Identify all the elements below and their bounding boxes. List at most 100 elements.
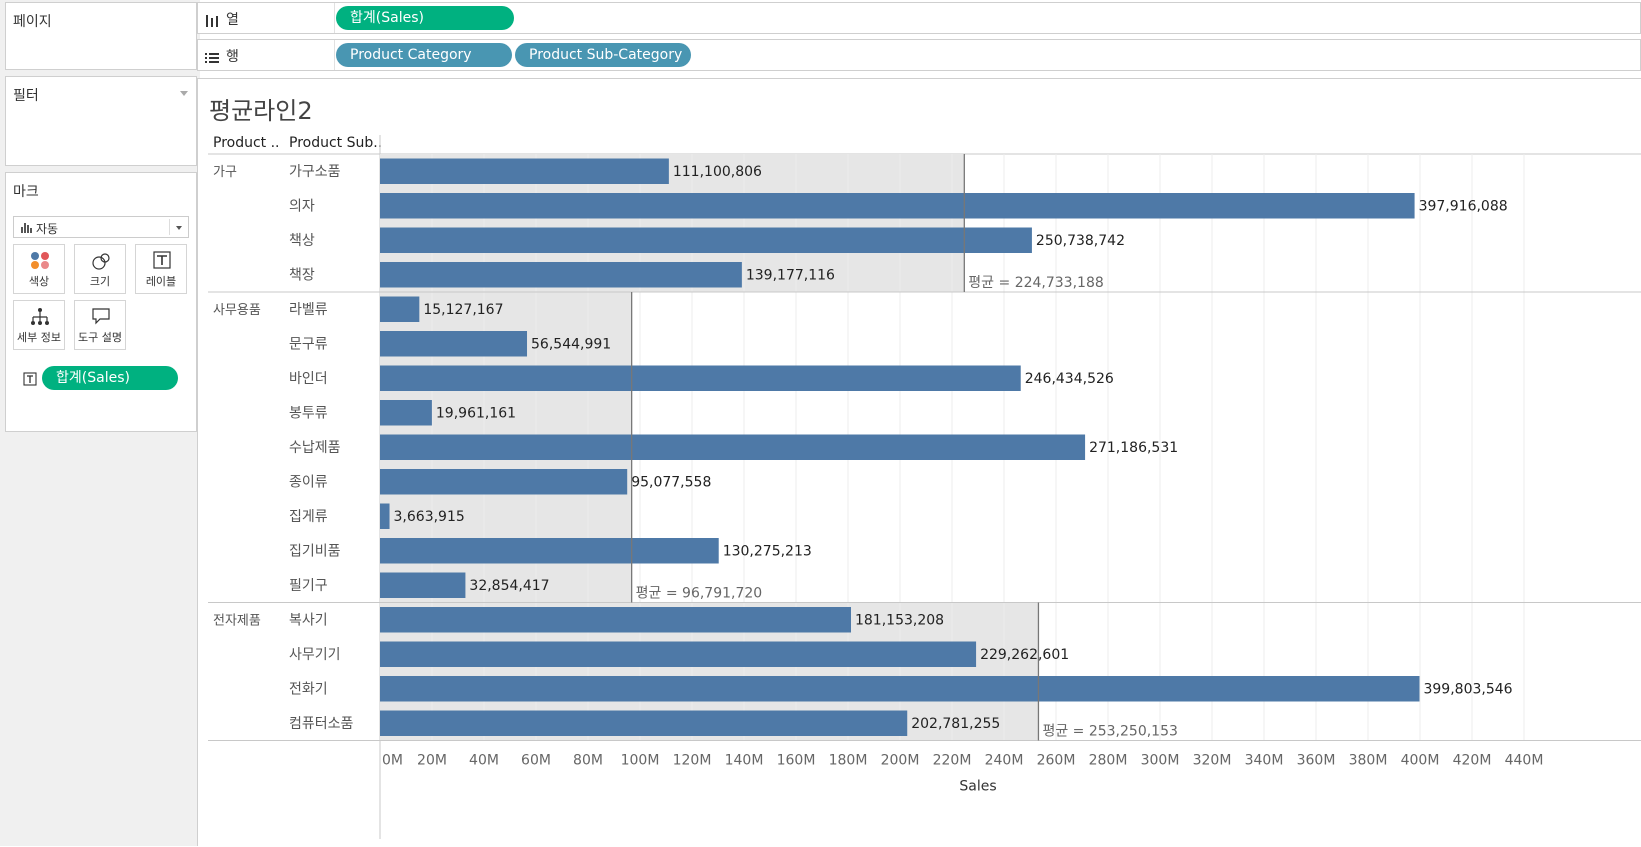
x-tick-label: 260M bbox=[1037, 753, 1076, 769]
color-button[interactable]: 색상 bbox=[13, 244, 65, 294]
header-product-category[interactable]: Product .. bbox=[213, 135, 280, 151]
bar-value-label: 246,434,526 bbox=[1025, 371, 1114, 387]
tooltip-label: 도구 설명 bbox=[78, 331, 122, 344]
left-panel: 페이지 필터 마크 자동 색상 크기 bbox=[0, 0, 200, 846]
filters-card[interactable]: 필터 bbox=[5, 76, 197, 166]
bar[interactable] bbox=[380, 365, 1021, 392]
size-button[interactable]: 크기 bbox=[74, 244, 126, 294]
bar[interactable] bbox=[380, 607, 851, 633]
x-tick-label: 280M bbox=[1089, 753, 1128, 769]
bar[interactable] bbox=[380, 710, 908, 737]
bar[interactable] bbox=[380, 434, 1086, 461]
text-mark-icon bbox=[23, 371, 37, 390]
bar[interactable] bbox=[380, 400, 432, 426]
columns-label: 열 bbox=[226, 12, 239, 28]
rows-pill-subcategory-label: Product Sub-Category bbox=[529, 47, 683, 63]
bar[interactable] bbox=[380, 262, 742, 288]
bar-value-label: 229,262,601 bbox=[980, 647, 1069, 663]
header-product-subcategory[interactable]: Product Sub.. bbox=[289, 135, 383, 151]
viz-title: 평균라인2 bbox=[209, 97, 313, 125]
bar[interactable] bbox=[380, 503, 390, 530]
bar-value-label: 250,738,742 bbox=[1036, 233, 1125, 249]
mark-type-label: 자동 bbox=[36, 222, 59, 236]
rows-shelf-label: 행 bbox=[198, 40, 335, 70]
rows-pill-subcategory[interactable]: Product Sub-Category bbox=[515, 43, 691, 67]
bar[interactable] bbox=[380, 296, 420, 323]
x-tick-label: 160M bbox=[777, 753, 816, 769]
marks-field-pill[interactable]: 합계(Sales) bbox=[42, 366, 178, 390]
detail-button[interactable]: 세부 정보 bbox=[13, 300, 65, 350]
subcategory-label: 책상 bbox=[289, 233, 315, 249]
label-button[interactable]: 레이블 bbox=[135, 244, 187, 294]
color-label: 색상 bbox=[28, 275, 50, 288]
x-tick-label: 300M bbox=[1141, 753, 1180, 769]
label-label: 레이블 bbox=[145, 275, 177, 288]
subcategory-label: 필기구 bbox=[289, 578, 328, 594]
x-tick-label: 140M bbox=[725, 753, 764, 769]
bar[interactable] bbox=[380, 331, 528, 357]
x-tick-label: 340M bbox=[1245, 753, 1284, 769]
size-label: 크기 bbox=[89, 275, 111, 288]
x-tick-label: 0M bbox=[382, 753, 403, 769]
columns-icon bbox=[205, 12, 219, 31]
subcategory-label: 문구류 bbox=[289, 337, 328, 353]
x-tick-label: 100M bbox=[621, 753, 660, 769]
subcategory-label: 봉투류 bbox=[289, 406, 328, 422]
x-tick-label: 180M bbox=[829, 753, 868, 769]
bar[interactable] bbox=[380, 641, 977, 668]
average-label: 평균 = 96,791,720 bbox=[636, 586, 763, 602]
columns-shelf[interactable]: 열 합계(Sales) bbox=[197, 2, 1641, 34]
rows-pill-category-label: Product Category bbox=[350, 47, 472, 63]
rows-shelf[interactable]: 행 Product Category Product Sub-Category bbox=[197, 39, 1641, 71]
rows-pill-category[interactable]: Product Category bbox=[336, 43, 512, 67]
marks-card: 마크 자동 색상 크기 레이블 bbox=[5, 172, 197, 432]
rows-icon bbox=[205, 49, 219, 68]
bar[interactable] bbox=[380, 193, 1415, 219]
x-tick-label: 360M bbox=[1297, 753, 1336, 769]
x-tick-label: 20M bbox=[417, 753, 447, 769]
columns-pill-sales[interactable]: 합계(Sales) bbox=[336, 6, 514, 30]
bar-value-label: 19,961,161 bbox=[436, 406, 516, 422]
bar-value-label: 95,077,558 bbox=[631, 475, 711, 491]
x-tick-label: 320M bbox=[1193, 753, 1232, 769]
x-tick-label: 120M bbox=[673, 753, 712, 769]
subcategory-label: 종이류 bbox=[289, 475, 328, 491]
x-tick-label: 420M bbox=[1453, 753, 1492, 769]
tooltip-button[interactable]: 도구 설명 bbox=[74, 300, 126, 350]
chevron-down-icon bbox=[176, 226, 182, 230]
bar[interactable] bbox=[380, 227, 1032, 254]
bar[interactable] bbox=[380, 538, 719, 564]
subcategory-label: 수납제품 bbox=[289, 440, 341, 456]
columns-shelf-label: 열 bbox=[198, 3, 335, 33]
subcategory-label: 전화기 bbox=[289, 682, 328, 698]
pages-title: 페이지 bbox=[13, 14, 52, 30]
bar-value-label: 271,186,531 bbox=[1089, 440, 1178, 456]
x-tick-label: 60M bbox=[521, 753, 551, 769]
category-label: 가구 bbox=[213, 165, 237, 180]
detail-icon bbox=[14, 307, 64, 327]
bar-value-label: 139,177,116 bbox=[746, 268, 835, 284]
detail-label: 세부 정보 bbox=[17, 331, 61, 344]
filters-title: 필터 bbox=[13, 88, 39, 104]
bar-value-label: 111,100,806 bbox=[673, 164, 762, 180]
average-label: 평균 = 224,733,188 bbox=[968, 275, 1103, 291]
bar-value-label: 15,127,167 bbox=[423, 302, 503, 318]
viz-area: 평균라인2 Product .. Product Sub.. 가구 가구소품 111… bbox=[197, 78, 1641, 846]
subcategory-label: 집기비품 bbox=[289, 544, 341, 560]
bar[interactable] bbox=[380, 572, 466, 599]
bar[interactable] bbox=[380, 158, 669, 185]
marks-title: 마크 bbox=[13, 184, 39, 200]
x-tick-label: 240M bbox=[985, 753, 1024, 769]
bar-chart-icon bbox=[21, 223, 32, 233]
bar[interactable] bbox=[380, 676, 1420, 702]
pages-card[interactable]: 페이지 bbox=[5, 2, 197, 70]
color-icon bbox=[14, 251, 64, 271]
mark-type-select[interactable]: 자동 bbox=[13, 216, 189, 238]
filters-menu-icon[interactable] bbox=[180, 91, 188, 96]
category-label: 사무용품 bbox=[213, 303, 261, 318]
x-tick-label: 220M bbox=[933, 753, 972, 769]
bar-value-label: 397,916,088 bbox=[1419, 199, 1508, 215]
label-icon bbox=[136, 251, 186, 271]
bar[interactable] bbox=[380, 469, 628, 495]
bar-value-label: 3,663,915 bbox=[394, 509, 465, 525]
